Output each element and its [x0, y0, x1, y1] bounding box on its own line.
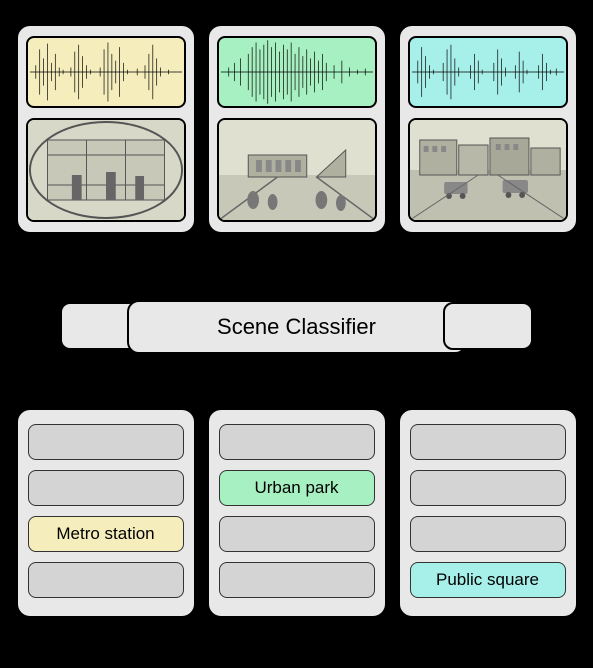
output-slot-highlight-3: Public square — [410, 562, 566, 598]
output-slot — [410, 424, 566, 460]
output-slot-highlight-2: Urban park — [219, 470, 375, 506]
scene-image-1 — [26, 118, 186, 222]
input-card-1 — [16, 24, 196, 234]
output-slot — [219, 424, 375, 460]
input-card-2 — [207, 24, 387, 234]
output-label-3: Public square — [436, 570, 539, 590]
output-slot — [28, 424, 184, 460]
output-slot — [28, 562, 184, 598]
side-box-right — [443, 302, 533, 350]
input-card-3 — [398, 24, 578, 234]
classifier-box: Scene Classifier — [127, 300, 467, 354]
output-row: Metro station Urban park Public square — [0, 408, 593, 618]
input-row — [0, 24, 593, 234]
output-label-1: Metro station — [56, 524, 154, 544]
output-card-3: Public square — [398, 408, 578, 618]
output-slot — [410, 470, 566, 506]
output-slot-highlight-1: Metro station — [28, 516, 184, 552]
audio-waveform-1 — [26, 36, 186, 108]
scene-image-3 — [408, 118, 568, 222]
output-slot — [219, 562, 375, 598]
output-slot — [410, 516, 566, 552]
output-label-2: Urban park — [254, 478, 338, 498]
audio-waveform-3 — [408, 36, 568, 108]
classifier-label: Scene Classifier — [217, 314, 376, 340]
output-card-1: Metro station — [16, 408, 196, 618]
output-card-2: Urban park — [207, 408, 387, 618]
audio-waveform-2 — [217, 36, 377, 108]
output-slot — [219, 516, 375, 552]
output-slot — [28, 470, 184, 506]
scene-image-2 — [217, 118, 377, 222]
